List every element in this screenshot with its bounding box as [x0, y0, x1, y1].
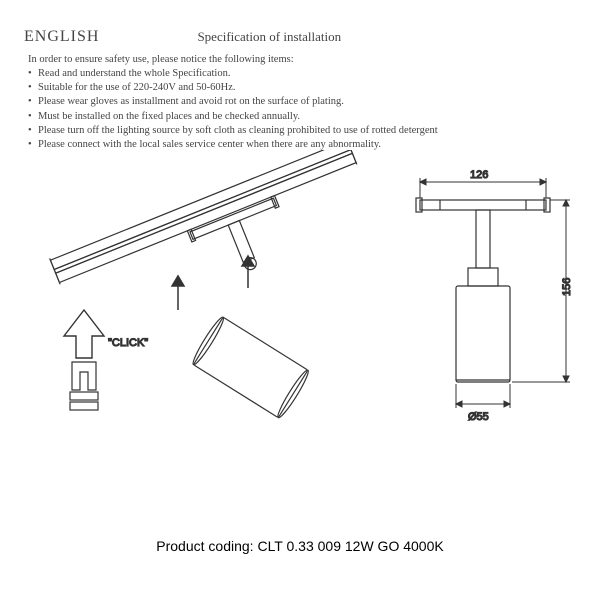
language-label: ENGLISH: [24, 28, 99, 46]
product-coding: Product coding: CLT 0.33 009 12W GO 4000…: [0, 538, 600, 554]
safety-bullets: Read and understand the whole Specificat…: [0, 67, 600, 152]
list-item: Please wear gloves as installment and av…: [28, 95, 576, 109]
product-coding-label: Product coding:: [156, 538, 253, 554]
list-item: Read and understand the whole Specificat…: [28, 67, 576, 81]
click-label: "CLICK": [108, 337, 148, 349]
spec-title: Specification of installation: [197, 29, 341, 45]
technical-drawing: "CLICK": [0, 150, 600, 530]
dimension-drawing: 126 156 Ø55: [416, 169, 573, 423]
list-item: Please turn off the lighting source by s…: [28, 124, 576, 138]
install-diagram: "CLICK": [50, 150, 357, 420]
list-item: Must be installed on the fixed places an…: [28, 110, 576, 124]
dim-height: 156: [561, 278, 573, 296]
dim-width: 126: [470, 169, 488, 181]
list-item: Suitable for the use of 220-240V and 50-…: [28, 81, 576, 95]
product-coding-value: CLT 0.33 009 12W GO 4000K: [257, 538, 443, 554]
dim-diameter: Ø55: [468, 411, 489, 423]
intro-text: In order to ensure safety use, please no…: [0, 50, 600, 65]
